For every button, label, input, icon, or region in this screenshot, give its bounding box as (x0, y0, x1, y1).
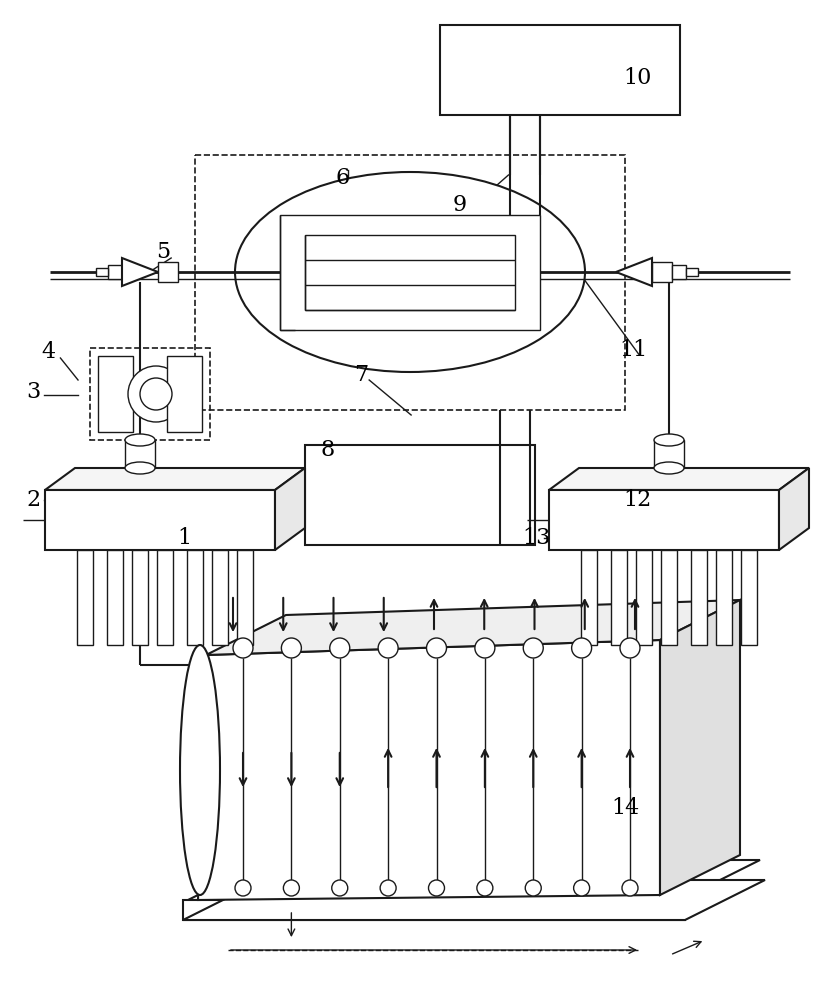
Polygon shape (183, 880, 765, 920)
Ellipse shape (654, 434, 684, 446)
Text: 2: 2 (27, 489, 40, 511)
Polygon shape (188, 860, 760, 900)
Bar (440, 25, 680, 115)
Polygon shape (549, 468, 809, 490)
Text: 3: 3 (27, 381, 40, 403)
Bar (77, 550, 93, 645)
Bar (158, 262, 178, 282)
Circle shape (571, 638, 591, 658)
Polygon shape (660, 600, 740, 895)
Bar (549, 490, 779, 550)
Text: 9: 9 (453, 194, 466, 216)
Text: 7: 7 (354, 364, 367, 386)
Bar (167, 356, 202, 432)
Bar (108, 265, 122, 279)
Bar (125, 440, 155, 468)
Text: 8: 8 (320, 439, 334, 461)
Bar (672, 265, 686, 279)
Circle shape (330, 638, 350, 658)
Bar (636, 550, 652, 645)
Bar (691, 550, 707, 645)
Bar (212, 550, 228, 645)
Polygon shape (45, 468, 305, 490)
Circle shape (128, 366, 184, 422)
Polygon shape (779, 468, 809, 550)
Bar (741, 550, 757, 645)
Ellipse shape (125, 434, 155, 446)
Text: 12: 12 (623, 489, 652, 511)
Circle shape (331, 880, 347, 896)
Circle shape (235, 880, 251, 896)
Bar (237, 550, 253, 645)
Bar (305, 235, 515, 310)
Polygon shape (275, 468, 305, 550)
Bar (716, 550, 732, 645)
Circle shape (525, 880, 541, 896)
Ellipse shape (654, 462, 684, 474)
Circle shape (140, 378, 172, 410)
Polygon shape (198, 640, 660, 900)
Bar (305, 445, 535, 545)
Bar (280, 215, 540, 330)
Circle shape (620, 638, 640, 658)
Bar (90, 348, 210, 440)
Bar (195, 155, 625, 410)
Bar (611, 550, 627, 645)
Ellipse shape (125, 462, 155, 474)
Bar (183, 900, 685, 920)
Circle shape (477, 880, 492, 896)
Circle shape (524, 638, 543, 658)
Circle shape (281, 638, 301, 658)
Bar (157, 550, 173, 645)
Circle shape (233, 638, 253, 658)
Text: 4: 4 (42, 341, 55, 363)
Bar (98, 356, 133, 432)
Circle shape (429, 880, 445, 896)
Bar (686, 268, 698, 276)
Polygon shape (616, 258, 652, 286)
Bar (652, 262, 672, 282)
Bar (107, 550, 123, 645)
Bar (187, 550, 203, 645)
Text: 5: 5 (157, 241, 170, 263)
Circle shape (284, 880, 300, 896)
Bar (654, 440, 684, 468)
Polygon shape (122, 258, 158, 286)
Text: 6: 6 (336, 167, 349, 189)
Circle shape (380, 880, 396, 896)
Circle shape (475, 638, 495, 658)
Bar (132, 550, 148, 645)
Circle shape (426, 638, 446, 658)
Text: 11: 11 (619, 339, 648, 361)
Text: 1: 1 (178, 527, 191, 549)
Bar (45, 490, 275, 550)
Ellipse shape (180, 645, 220, 895)
Circle shape (378, 638, 399, 658)
Circle shape (622, 880, 638, 896)
Polygon shape (206, 600, 740, 655)
Text: 13: 13 (523, 527, 551, 549)
Text: 10: 10 (623, 67, 652, 89)
Bar (661, 550, 677, 645)
Bar (96, 268, 108, 276)
Circle shape (574, 880, 590, 896)
Ellipse shape (235, 172, 585, 372)
Text: 14: 14 (611, 797, 639, 819)
Bar (581, 550, 597, 645)
